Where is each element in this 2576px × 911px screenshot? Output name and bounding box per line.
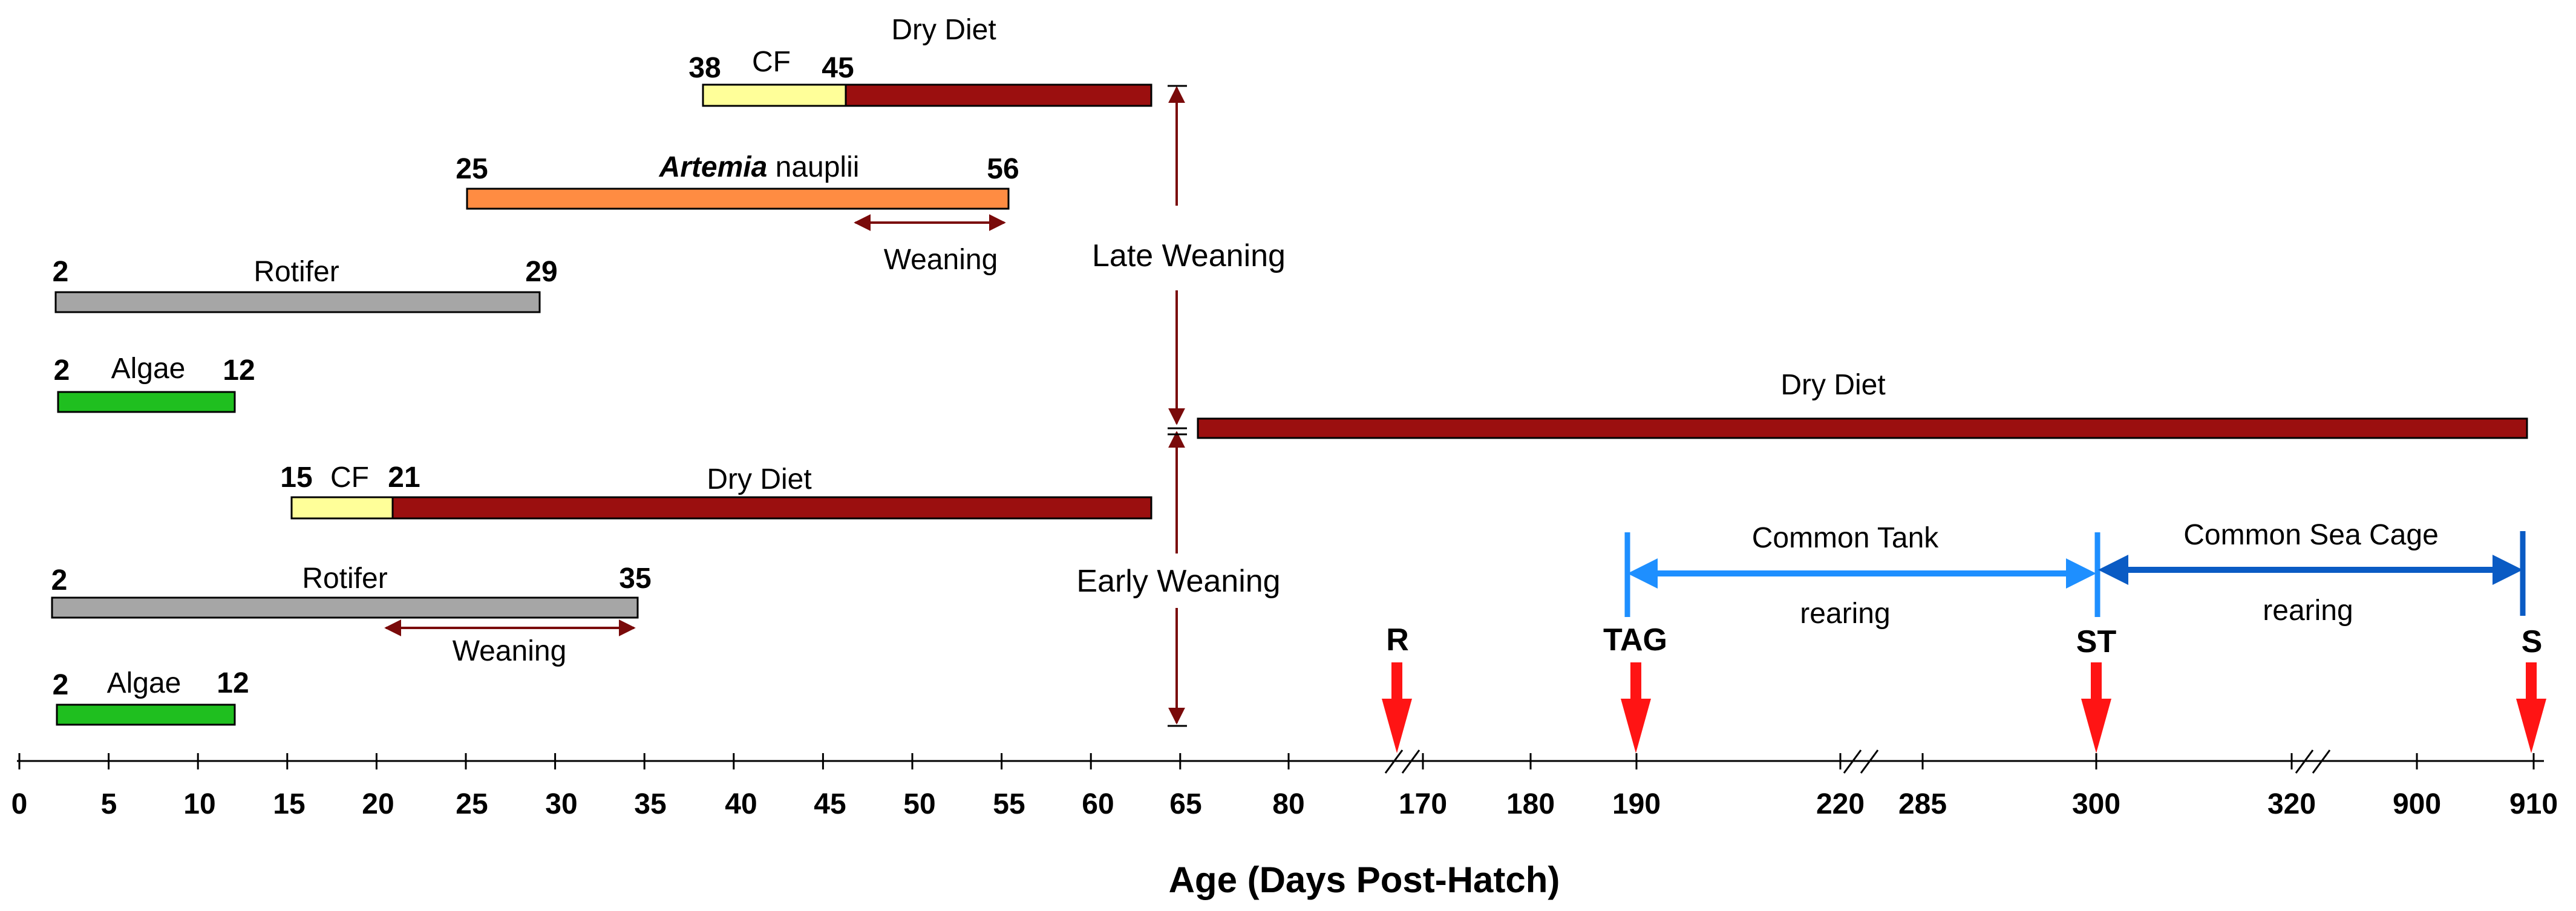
x-tick-label-30: 30 xyxy=(545,788,577,820)
x-tick-label-60: 60 xyxy=(1082,788,1114,820)
late-cf-start-label: 38 xyxy=(688,52,721,84)
late-weaning-stage-label: Late Weaning xyxy=(1092,238,1286,273)
x-tick-label-300: 300 xyxy=(2072,788,2120,820)
common-tank-label-line2: rearing xyxy=(1800,598,1890,630)
x-tick-label-285: 285 xyxy=(1898,788,1947,820)
early-cf-start-label: 15 xyxy=(280,462,312,494)
late-rotifer-bar xyxy=(54,291,541,313)
x-tick-label-0: 0 xyxy=(11,788,28,820)
x-tick-label-35: 35 xyxy=(634,788,666,820)
x-tick-label-45: 45 xyxy=(814,788,846,820)
late-algae-end-label: 12 xyxy=(223,354,255,387)
common-tank-label-line1: Common Tank xyxy=(1752,522,1940,554)
late-dry-diet-bar xyxy=(845,83,1152,107)
late-weaning-label: Weaning xyxy=(884,244,998,276)
x-tick-label-190: 190 xyxy=(1612,788,1661,820)
early-cf-bar xyxy=(290,496,394,520)
long-dry-diet-label: Dry Diet xyxy=(1780,369,1885,401)
axis-break-3 xyxy=(2295,749,2331,774)
early-weaning-label: Weaning xyxy=(453,635,567,667)
event-st-label: ST xyxy=(2076,624,2117,659)
x-tick-label-320: 320 xyxy=(2267,788,2316,820)
late-weaning-vertical-arrow xyxy=(1168,85,1187,429)
late-artemia-end-label: 56 xyxy=(987,153,1019,185)
early-rotifer-label: Rotifer xyxy=(302,563,387,595)
late-cf-label: CF xyxy=(752,46,791,78)
x-tick-label-170: 170 xyxy=(1399,788,1447,820)
early-algae-bar xyxy=(56,704,236,726)
early-weaning-vertical-arrow xyxy=(1168,431,1187,727)
early-cf-end-label: 21 xyxy=(388,462,420,494)
early-weaning-stage-label: Early Weaning xyxy=(1076,564,1280,599)
x-tick-label-10: 10 xyxy=(183,788,215,820)
late-algae-start-label: 2 xyxy=(54,354,70,387)
x-axis-tick-marks xyxy=(18,753,2535,769)
late-algae-label: Algae xyxy=(111,353,186,385)
late-dry-diet-label: Dry Diet xyxy=(891,14,996,46)
event-r-label: R xyxy=(1386,622,1409,658)
event-tag-label: TAG xyxy=(1603,622,1667,658)
long-dry-diet-bar xyxy=(1197,417,2528,439)
late-artemia-bar xyxy=(466,188,1010,210)
early-rotifer-start-label: 2 xyxy=(51,564,68,596)
x-tick-label-910: 910 xyxy=(2509,788,2558,820)
event-r: R xyxy=(1382,622,1412,753)
late-cf-bar xyxy=(702,83,847,107)
x-tick-label-180: 180 xyxy=(1506,788,1555,820)
early-rotifer-bar xyxy=(51,596,639,619)
event-s: S xyxy=(2516,624,2546,753)
x-tick-label-50: 50 xyxy=(903,788,935,820)
x-tick-label-25: 25 xyxy=(456,788,488,820)
early-algae-end-label: 12 xyxy=(217,667,249,699)
early-rotifer-end-label: 35 xyxy=(619,563,651,595)
x-tick-label-20: 20 xyxy=(362,788,394,820)
early-dry-diet-bar xyxy=(391,496,1152,520)
x-tick-label-80: 80 xyxy=(1272,788,1304,820)
x-tick-label-5: 5 xyxy=(101,788,117,820)
event-tag: TAG xyxy=(1603,622,1667,753)
late-artemia-start-label: 25 xyxy=(456,153,488,185)
event-s-label: S xyxy=(2522,624,2543,659)
x-axis: 0 5 10 15 20 25 30 35 40 45 50 55 60 65 … xyxy=(11,749,2558,900)
axis-break-2 xyxy=(1843,749,1879,774)
late-rotifer-label: Rotifer xyxy=(253,256,339,288)
x-tick-label-900: 900 xyxy=(2393,788,2441,820)
x-tick-label-220: 220 xyxy=(1816,788,1865,820)
late-algae-bar xyxy=(57,391,236,413)
late-rotifer-end-label: 29 xyxy=(525,256,557,288)
x-tick-label-40: 40 xyxy=(725,788,757,820)
common-sea-cage-label-line1: Common Sea Cage xyxy=(2183,519,2439,551)
early-algae-label: Algae xyxy=(107,667,181,699)
x-tick-label-65: 65 xyxy=(1169,788,1201,820)
x-tick-label-15: 15 xyxy=(273,788,305,820)
early-algae-start-label: 2 xyxy=(53,669,69,701)
early-dry-diet-label: Dry Diet xyxy=(707,463,811,495)
late-rotifer-start-label: 2 xyxy=(53,256,69,288)
x-axis-title: Age (Days Post-Hatch) xyxy=(1169,860,1560,900)
axis-break-1 xyxy=(1384,749,1420,774)
late-artemia-label: Artemia nauplii xyxy=(659,151,860,183)
early-cf-label: CF xyxy=(330,462,369,494)
late-cf-end-label: 45 xyxy=(822,52,854,84)
common-sea-cage-label-line2: rearing xyxy=(2263,595,2353,627)
event-st: ST xyxy=(2076,624,2117,753)
x-tick-label-55: 55 xyxy=(993,788,1025,820)
